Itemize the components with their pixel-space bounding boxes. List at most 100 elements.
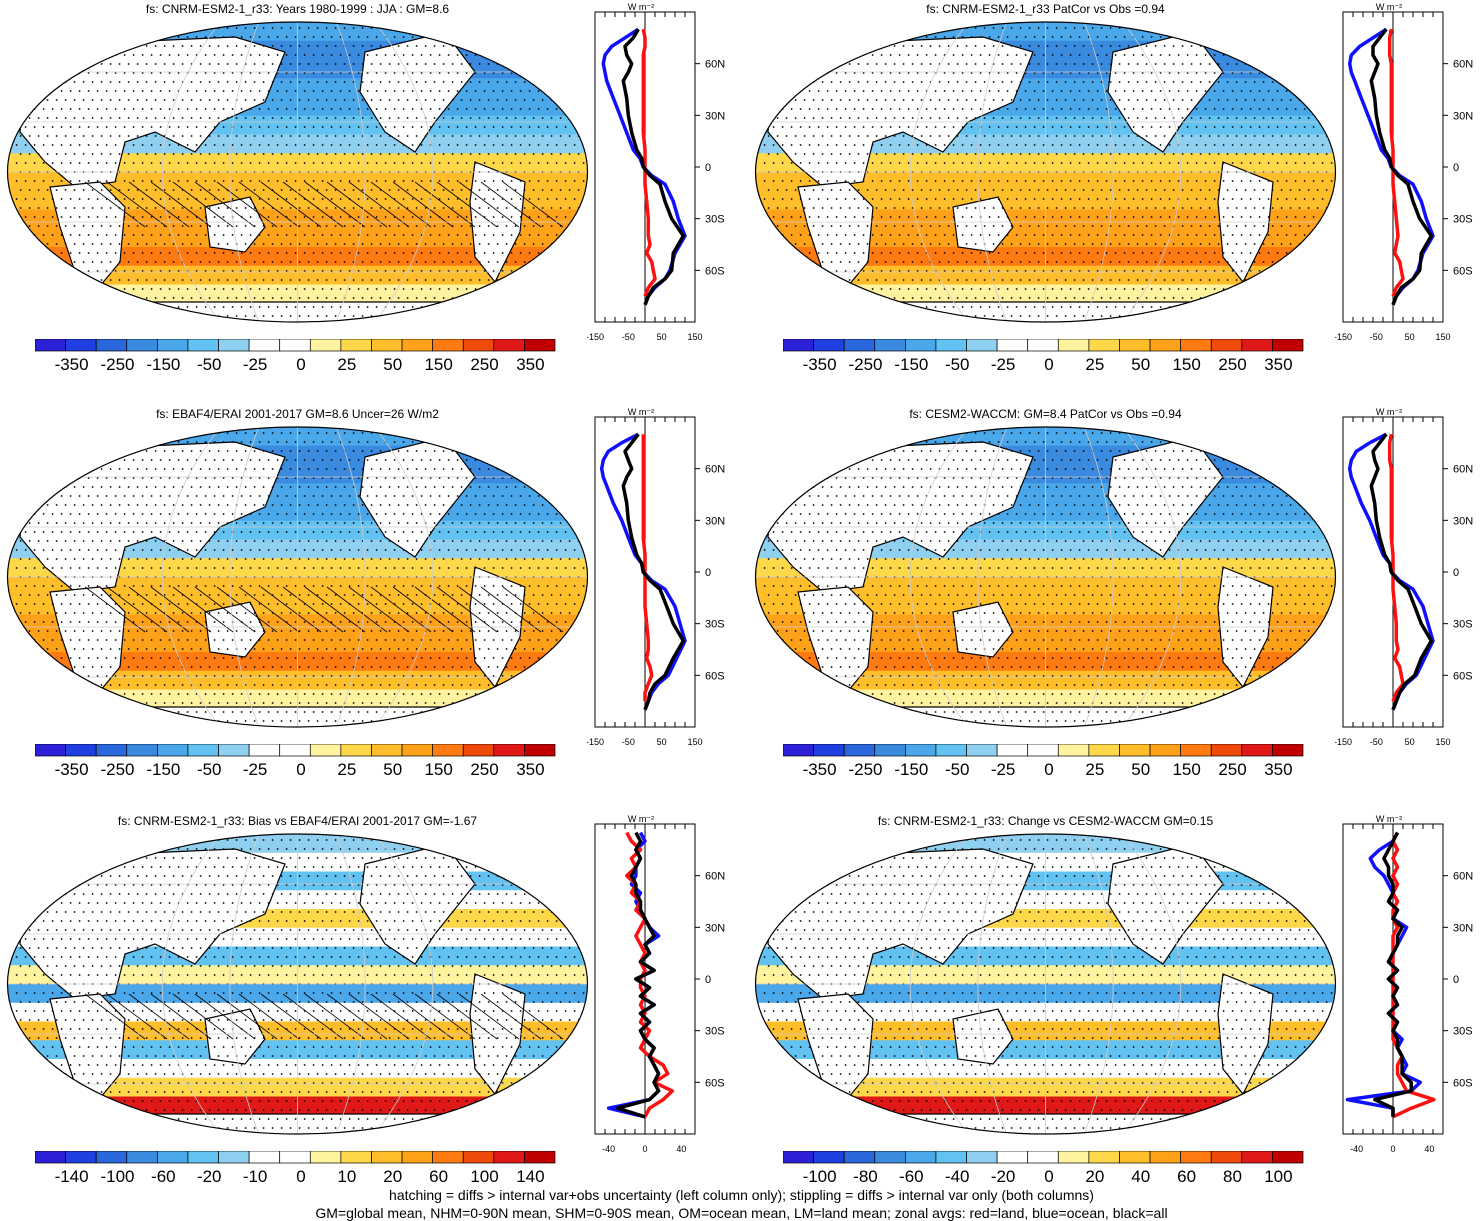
colorbar-swatch	[1241, 743, 1273, 757]
colorbar-swatch	[1210, 338, 1243, 352]
footnote-line-1: hatching = diffs > internal var+obs unce…	[389, 1187, 1094, 1203]
colorbar-swatch	[95, 743, 128, 757]
colorbar-swatch	[279, 338, 311, 352]
colorbar-swatch	[95, 338, 128, 352]
colorbar-tick-label: 40	[1131, 1167, 1151, 1186]
colorbar-swatch	[432, 1150, 464, 1164]
colorbar-swatch	[309, 338, 342, 352]
x-tick-label: 150	[1435, 737, 1450, 747]
continent	[19, 36, 286, 188]
panel-title: fs: CESM2-WACCM: GM=8.4 PatCor vs Obs =0…	[909, 407, 1182, 421]
continent	[1202, 22, 1244, 53]
lat-tick-label: 30N	[1453, 922, 1473, 934]
zonal-series-line	[641, 28, 657, 297]
lat-tick-label: 30N	[705, 515, 725, 527]
continent	[49, 993, 126, 1105]
world-map	[6, 833, 589, 1135]
colorbar-tick-label: -350	[54, 760, 89, 779]
x-tick-label: -40	[602, 1144, 615, 1154]
colorbar-swatch	[1119, 338, 1151, 352]
colorbar-swatch	[935, 1150, 967, 1164]
colorbar-swatches	[782, 743, 1304, 757]
lat-tick-label: 30S	[705, 214, 725, 226]
colorbar-swatch	[782, 1150, 814, 1164]
colorbar-tick-label: 25	[337, 760, 357, 779]
colorbar: -350 -250 -150 -50 -25 0 25 50 150 250 350	[782, 743, 1313, 784]
colorbar-swatch	[1272, 1150, 1304, 1164]
colorbar-swatch	[218, 338, 250, 352]
x-tick-label: 50	[657, 737, 667, 747]
colorbar-swatch	[905, 1150, 937, 1164]
colorbar-swatch	[996, 743, 1029, 757]
colorbar-tick-label: 0	[1044, 760, 1054, 779]
colorbar-swatch	[1149, 743, 1181, 757]
zonal-series-line	[625, 831, 675, 1118]
colorbar-tick-label: -140	[54, 1167, 89, 1186]
colorbar-tick-label: 100	[470, 1167, 499, 1186]
map-border	[754, 833, 1337, 1135]
hatching	[84, 993, 564, 1040]
colorbar-swatch	[432, 743, 464, 757]
colorbar-tick-label: 350	[516, 355, 545, 374]
colorbar-swatch	[1088, 743, 1120, 757]
colorbar-swatch	[371, 743, 403, 757]
colorbar-swatch	[782, 338, 814, 352]
continent	[1202, 427, 1244, 458]
colorbar-swatch	[126, 743, 158, 757]
unit-label: W m⁻²	[1376, 407, 1402, 417]
colorbar-swatch	[462, 338, 495, 352]
zonal-mean-plot: W m⁻² 60N 30N 0 30S 60S -150 -50 50 150	[1335, 407, 1473, 747]
lat-tick-label: 60S	[705, 1077, 725, 1089]
zonal-mean-plot: W m⁻² 60N 30N 0 30S 60S -150 -50 50 150	[1335, 2, 1473, 342]
lat-tick-label: 60N	[705, 59, 725, 71]
colorbar-swatch	[187, 338, 219, 352]
colorbar-swatch	[524, 1150, 556, 1164]
colorbar-swatch	[843, 1150, 876, 1164]
graticule	[755, 427, 1336, 727]
colorbar-tick-label: 60	[429, 1167, 449, 1186]
zonal-series-line	[1345, 831, 1423, 1117]
footnote-line-2: GM=global mean, NHM=0-90N mean, SHM=0-90…	[315, 1205, 1168, 1221]
continent	[204, 1008, 266, 1065]
colorbar-swatch	[874, 338, 906, 352]
colorbar-swatch	[462, 743, 495, 757]
colorbar-swatch	[966, 743, 998, 757]
colorbar-tick-label: 150	[424, 355, 453, 374]
colorbar: -350 -250 -150 -50 -25 0 25 50 150 250 350	[782, 338, 1313, 379]
continent	[49, 181, 126, 293]
unit-label: W m⁻²	[628, 2, 654, 12]
colorbar: -100 -80 -60 -40 -20 0 20 40 60 80 100	[782, 1150, 1313, 1191]
colorbar-swatches	[34, 1150, 556, 1164]
colorbar-swatch	[1057, 1150, 1090, 1164]
colorbar-swatch	[1027, 743, 1059, 757]
colorbar-tick-label: 350	[516, 760, 545, 779]
colorbar-tick-label: -10	[242, 1167, 268, 1186]
x-tick-label: 150	[1435, 332, 1450, 342]
colorbar-tick-label: 0	[296, 760, 306, 779]
zonal-series-line	[1391, 831, 1436, 1119]
colorbar-tick-label: -150	[146, 760, 181, 779]
colorbar-swatch	[843, 338, 876, 352]
colorbar-tick-label: -50	[196, 355, 222, 374]
colorbar-tick-label: 150	[1172, 355, 1201, 374]
colorbar-tick-label: -350	[54, 355, 89, 374]
colorbar-swatch	[1149, 338, 1181, 352]
lat-tick-label: 60N	[1453, 871, 1473, 883]
colorbar-swatch	[65, 338, 97, 352]
colorbar-swatch	[1057, 743, 1090, 757]
panel-title: fs: CNRM-ESM2-1_r33: Bias vs EBAF4/ERAI …	[117, 814, 478, 828]
colorbar-tick-label: 25	[1085, 760, 1105, 779]
lat-tick-label: 30S	[705, 619, 725, 631]
x-tick-label: 50	[657, 332, 667, 342]
colorbar-tick-label: 60	[1177, 1167, 1197, 1186]
panel-title: fs: CNRM-ESM2-1_r33: Change vs CESM2-WAC…	[877, 814, 1214, 828]
hatching	[84, 181, 564, 228]
colorbar-swatch	[340, 1150, 372, 1164]
x-tick-label: 150	[687, 332, 702, 342]
graticule	[755, 834, 1336, 1134]
colorbar-swatch	[874, 743, 906, 757]
colorbar-swatch	[1180, 1150, 1212, 1164]
colorbar-swatch	[95, 1150, 128, 1164]
colorbar-swatch	[432, 338, 464, 352]
colorbar: -350 -250 -150 -50 -25 0 25 50 150 250 350	[34, 338, 565, 379]
